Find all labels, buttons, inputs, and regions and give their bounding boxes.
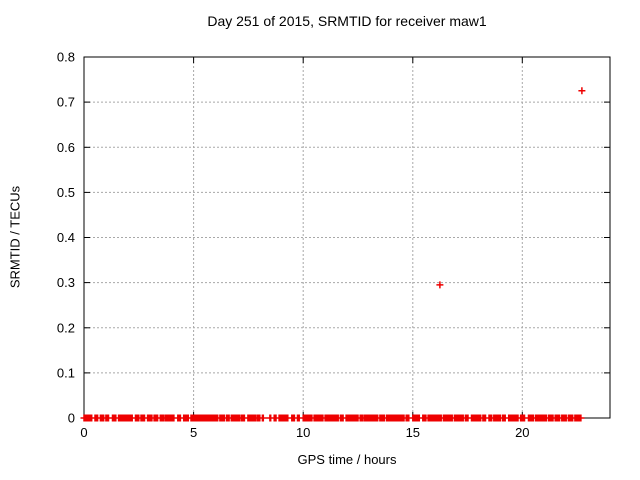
- y-axis-label: SRMTID / TECUs: [7, 185, 23, 289]
- chart-title: Day 251 of 2015, SRMTID for receiver maw…: [207, 13, 487, 29]
- y-tick-label: 0.2: [57, 320, 75, 335]
- y-tick-label: 0: [68, 411, 75, 426]
- y-tick-label: 0.6: [57, 140, 75, 155]
- x-tick-label: 5: [190, 425, 197, 440]
- data-point-marker: [578, 87, 586, 95]
- x-tick-label: 0: [80, 425, 87, 440]
- x-tick-label: 15: [406, 425, 420, 440]
- y-tick-label: 0.3: [57, 275, 75, 290]
- zero-band-markers: [80, 414, 585, 422]
- y-tick-label: 0.7: [57, 95, 75, 110]
- y-tick-label: 0.1: [57, 365, 75, 380]
- x-tick-label: 10: [296, 425, 310, 440]
- y-tick-label: 0.5: [57, 185, 75, 200]
- y-tick-label: 0.8: [57, 50, 75, 65]
- x-axis-label: GPS time / hours: [297, 452, 397, 467]
- data-point-marker: [436, 281, 444, 289]
- y-tick-label: 0.4: [57, 230, 75, 245]
- x-tick-label: 20: [515, 425, 529, 440]
